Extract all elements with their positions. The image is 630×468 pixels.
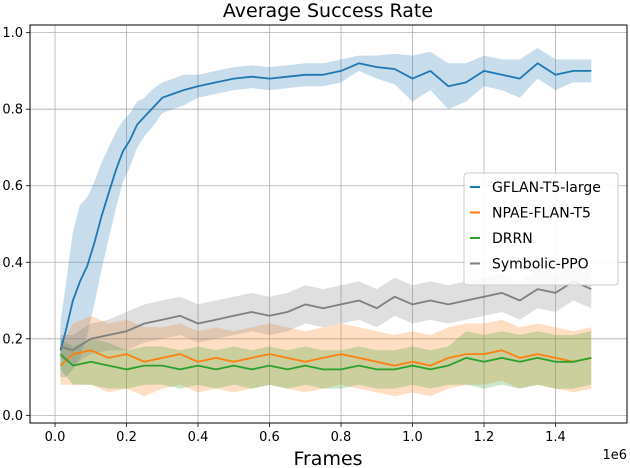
x-tick-label: 0.4 <box>188 430 209 445</box>
confidence-band <box>60 262 592 366</box>
confidence-bands <box>60 48 592 397</box>
series-lines <box>59 62 592 371</box>
axis-ticks: 0.0 0.2 0.4 0.6 0.8 1.0 1.2 1.4 0.0 0.2 0.4 0.6 0.8 1… <box>2 26 566 445</box>
series-line <box>59 353 592 371</box>
y-tick-label: 1.0 <box>2 26 23 41</box>
x-tick-label: 0.6 <box>259 430 280 445</box>
y-tick-label: 0.8 <box>2 103 23 118</box>
plot-frame <box>29 24 628 424</box>
x-offset-label: 1e6 <box>602 448 627 463</box>
x-tick-label: 0.0 <box>45 430 66 445</box>
chart-title: Average Success Rate <box>223 0 433 22</box>
y-tick-label: 0.2 <box>2 332 23 347</box>
x-tick-label: 1.4 <box>545 430 566 445</box>
y-tick-label: 0.0 <box>2 409 23 424</box>
legend-label: DRRN <box>492 231 533 247</box>
legend: GFLAN-T5-large NPAE-FLAN-T5 DRRN Symbolic-P… <box>463 172 619 286</box>
y-tick-label: 0.6 <box>2 179 23 194</box>
legend-box <box>463 172 619 286</box>
legend-label: NPAE-FLAN-T5 <box>492 206 591 222</box>
legend-label: GFLAN-T5-large <box>492 180 601 196</box>
x-axis-title: Frames <box>293 448 362 468</box>
legend-label: Symbolic-PPO <box>492 257 589 273</box>
x-tick-label: 0.8 <box>331 430 352 445</box>
y-tick-label: 0.4 <box>2 256 23 271</box>
x-tick-label: 0.2 <box>116 430 137 445</box>
x-tick-label: 1.0 <box>402 430 423 445</box>
series-line <box>60 280 592 352</box>
confidence-band <box>60 315 592 397</box>
series-line <box>59 62 592 351</box>
x-tick-label: 1.2 <box>474 430 495 445</box>
series-line <box>59 349 592 367</box>
confidence-band <box>60 331 592 389</box>
